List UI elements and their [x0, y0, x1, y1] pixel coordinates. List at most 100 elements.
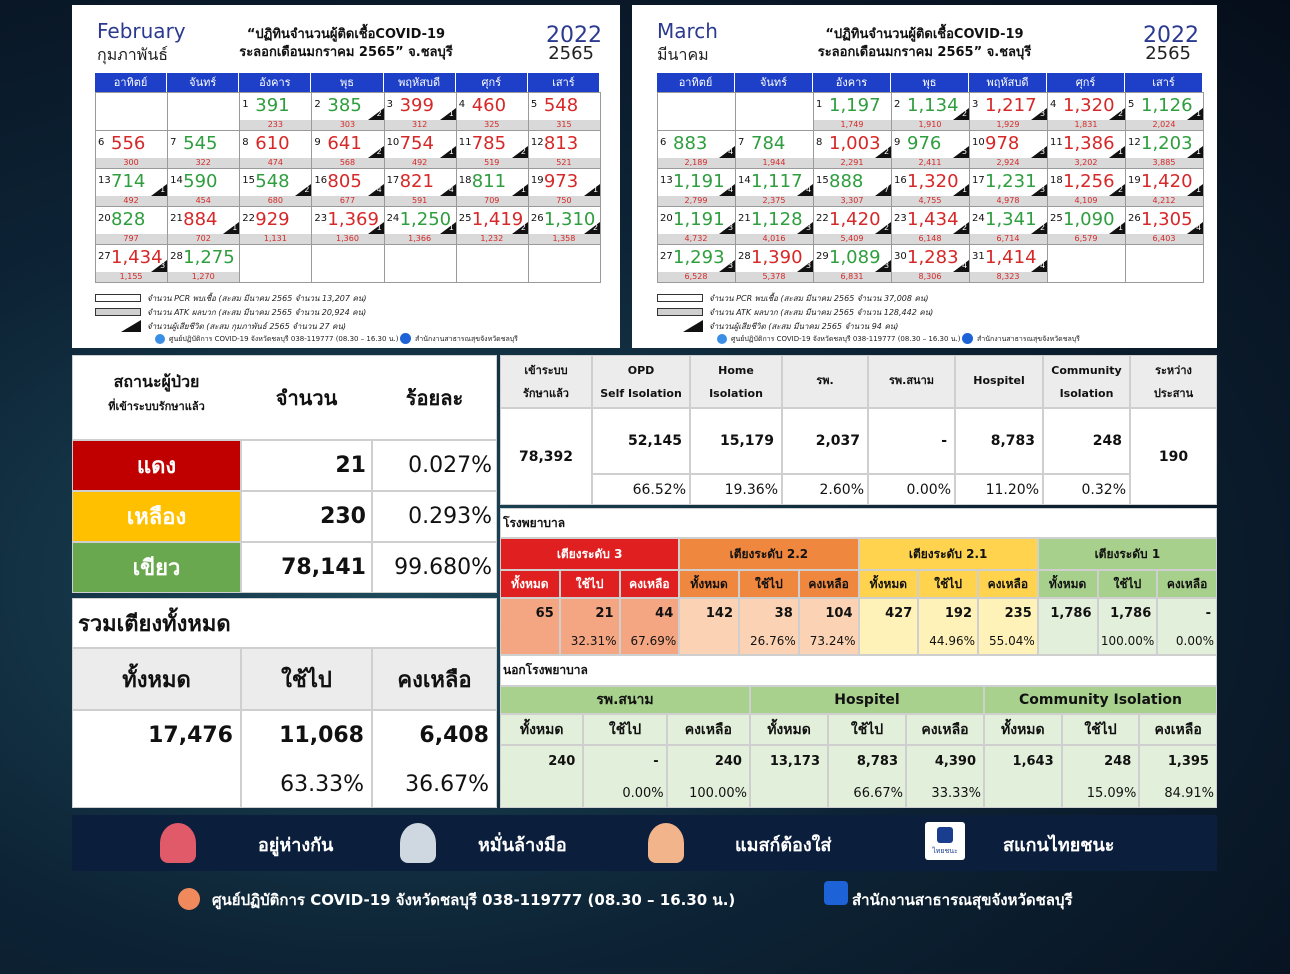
group-value: 240: [714, 754, 742, 769]
atk-strip: [1048, 196, 1125, 206]
treatment-value: 248: [1092, 433, 1122, 449]
level-sub-header: ทั้งหมด: [511, 576, 549, 591]
weekday-header: พุธ: [891, 73, 969, 92]
beds-cell: [372, 710, 497, 808]
group-sub-header: ใช้ไป: [1084, 721, 1117, 738]
treatment-percent: 66.52%: [632, 481, 686, 498]
atk-count: 1,358: [552, 234, 576, 243]
atk-strip: [96, 234, 168, 244]
beds-cell: [241, 710, 372, 808]
level-percent: 44.96%: [929, 634, 975, 648]
count-header: จำนวน: [275, 385, 338, 410]
death-count: 4: [1040, 261, 1046, 270]
death-triangle: [367, 222, 384, 234]
status-count: 230: [320, 504, 366, 529]
calendar-footer: สำนักงานสาธารณสุขจังหวัดชลบุรี: [977, 335, 1080, 343]
group-sub-header: คงเหลือ: [921, 721, 969, 738]
atk-count: 454: [195, 196, 211, 205]
level-cell: [1037, 598, 1098, 655]
level-value: 65: [535, 605, 554, 621]
weekday-header: พฤหัสบดี: [969, 73, 1047, 92]
death-triangle: [1109, 146, 1125, 158]
thai-month-name: กุมภาพันธ์: [97, 45, 169, 64]
pcr-count: 1,250: [399, 209, 452, 230]
death-triangle: [1187, 108, 1203, 120]
death-triangle: [1109, 222, 1125, 234]
status-count: 21: [335, 453, 366, 478]
group-header-bg: [500, 686, 750, 714]
group-sub-bg: [984, 714, 1062, 745]
status-percent: 0.027%: [408, 453, 492, 478]
treatment-percent: 2.60%: [819, 481, 864, 498]
group-percent: 0.00%: [622, 785, 664, 801]
treatment-cell: [690, 408, 782, 474]
treatment-percent: 11.20%: [985, 481, 1039, 498]
pcr-count: 978: [985, 133, 1020, 154]
death-count: 2: [884, 223, 890, 232]
day-number: 8: [242, 137, 249, 148]
atk-count: 6,579: [1074, 234, 1098, 243]
pcr-count: 1,305: [1141, 209, 1193, 230]
legend-text: จำนวน ATK ผลบวก (สะสม มีนาคม 2565 จำนวน …: [709, 308, 934, 317]
atk-strip: [240, 120, 312, 130]
level-header: เตียงระดับ 2.2: [729, 546, 809, 561]
level-sub-bg: [978, 570, 1038, 598]
death-count: 2: [520, 147, 526, 156]
level-sub-bg: [500, 570, 560, 598]
level-value: -: [1205, 605, 1211, 621]
campaign-item: สแกนไทยชนะ: [1003, 835, 1115, 856]
status-label-bg: [72, 491, 241, 542]
status-cell: [241, 491, 372, 542]
pcr-count: 590: [183, 171, 218, 192]
thai-month-name: มีนาคม: [657, 45, 709, 64]
day-number: 20: [660, 213, 673, 224]
atk-strip: [814, 158, 891, 168]
death-triangle: [1031, 222, 1047, 234]
legend-text: จำนวนผู้เสียชีวิต (สะสม มีนาคม 2565 จำนว…: [709, 322, 899, 331]
atk-strip: [168, 272, 240, 282]
legend-icon: [95, 294, 141, 302]
death-triangle: [953, 184, 969, 196]
beds-header-bg: [241, 648, 372, 710]
atk-strip: [312, 120, 384, 130]
death-count: 1: [448, 147, 454, 156]
atk-count: 322: [195, 158, 211, 167]
death-triangle: [151, 260, 168, 272]
pcr-count: 1,320: [1063, 95, 1115, 116]
death-triangle: [797, 260, 813, 272]
death-count: 4: [806, 185, 812, 194]
atk-strip: [1048, 234, 1125, 244]
level-sub-header: ทั้งหมด: [869, 576, 908, 591]
level-sub-bg: [1157, 570, 1217, 598]
group-sub-header: ใช้ไป: [608, 721, 642, 738]
death-triangle: [223, 222, 240, 234]
atk-count: 2,411: [918, 158, 942, 167]
day-number: 3: [386, 99, 393, 110]
beds-percent: 36.67%: [405, 771, 489, 797]
pcr-count: 399: [399, 95, 434, 116]
treatment-header: Self Isolation: [600, 386, 682, 400]
calendar-cell: [527, 244, 601, 283]
day-number: 24: [972, 213, 985, 224]
death-triangle: [1109, 108, 1125, 120]
treatment-header-bg: [1043, 355, 1130, 408]
level-header-bg: [500, 538, 680, 570]
pcr-count: 1,434: [907, 209, 959, 230]
weekday-header: อังคาร: [813, 73, 891, 92]
calendar-footer: สำนักงานสาธารณสุขจังหวัดชลบุรี: [415, 335, 518, 343]
level-header: เตียงระดับ 2.1: [908, 546, 988, 561]
phone-icon: [155, 334, 165, 344]
pcr-count: 1,191: [673, 209, 725, 230]
day-number: 5: [1128, 99, 1135, 110]
treatment-header: เข้าระบบ: [524, 364, 568, 377]
legend-icon: [657, 308, 703, 316]
atk-count: 6,528: [684, 272, 708, 281]
weekday-header: พฤหัสบดี: [383, 73, 456, 92]
treatment-header-bg: [500, 355, 592, 408]
group-sub-bg: [828, 714, 906, 745]
campaign-icon: [400, 823, 436, 863]
death-count: 1: [1118, 147, 1124, 156]
atk-strip: [970, 234, 1047, 244]
atk-strip: [970, 120, 1047, 130]
